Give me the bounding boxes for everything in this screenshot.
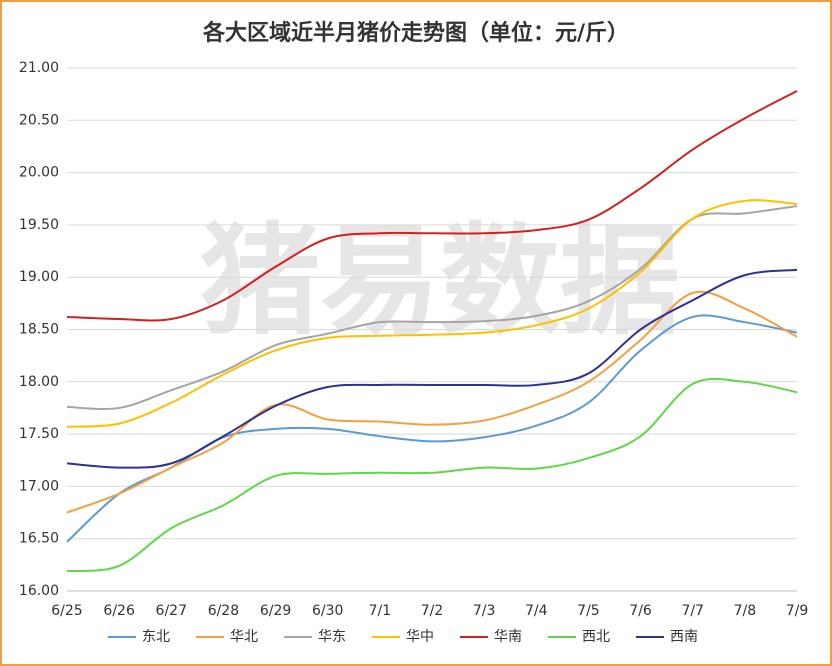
y-tick-label: 21.00 [19, 60, 59, 76]
x-tick-label: 7/7 [681, 603, 704, 619]
chart-title: 各大区域近半月猪价走势图（单位：元/斤） [202, 20, 629, 46]
series-line [66, 205, 798, 410]
y-tick-label: 20.50 [19, 112, 59, 128]
x-tick-label: 6/30 [312, 603, 343, 619]
y-tick-label: 16.00 [19, 583, 59, 599]
x-tick-label: 6/27 [156, 603, 187, 619]
x-tick-label: 7/4 [525, 603, 548, 619]
watermark: 猪易数据 [200, 213, 680, 352]
series-line [66, 268, 798, 469]
x-tick-label: 7/8 [734, 603, 757, 619]
legend-label: 华中 [406, 629, 434, 645]
legend-label: 华南 [494, 629, 522, 645]
x-tick-label: 7/9 [786, 603, 809, 619]
y-tick-label: 16.50 [19, 531, 59, 547]
x-tick-label: 7/6 [629, 603, 652, 619]
x-tick-label: 6/29 [260, 603, 291, 619]
legend-label: 华北 [230, 629, 258, 645]
y-tick-label: 20.00 [19, 165, 59, 181]
legend-label: 东北 [142, 629, 170, 645]
legend-label: 西北 [582, 629, 610, 645]
series-line [66, 314, 798, 543]
x-tick-label: 7/3 [473, 603, 496, 619]
x-tick-label: 7/5 [577, 603, 600, 619]
y-tick-label: 18.00 [19, 374, 59, 390]
y-tick-label: 19.50 [19, 217, 59, 233]
y-tick-label: 19.00 [19, 269, 59, 285]
x-tick-label: 7/2 [421, 603, 444, 619]
y-tick-label: 18.50 [19, 322, 59, 338]
x-tick-label: 6/26 [103, 603, 135, 619]
series-line [66, 377, 798, 573]
y-tick-label: 17.50 [19, 426, 59, 442]
y-tick-label: 17.00 [19, 478, 59, 494]
x-tick-label: 6/28 [208, 603, 239, 619]
x-tick-label: 7/1 [369, 603, 392, 619]
series-line [66, 199, 798, 428]
legend-label: 华东 [318, 629, 346, 645]
series-line [66, 290, 798, 514]
series-line [66, 90, 798, 322]
x-tick-label: 6/25 [51, 603, 82, 619]
legend-label: 西南 [670, 629, 698, 645]
